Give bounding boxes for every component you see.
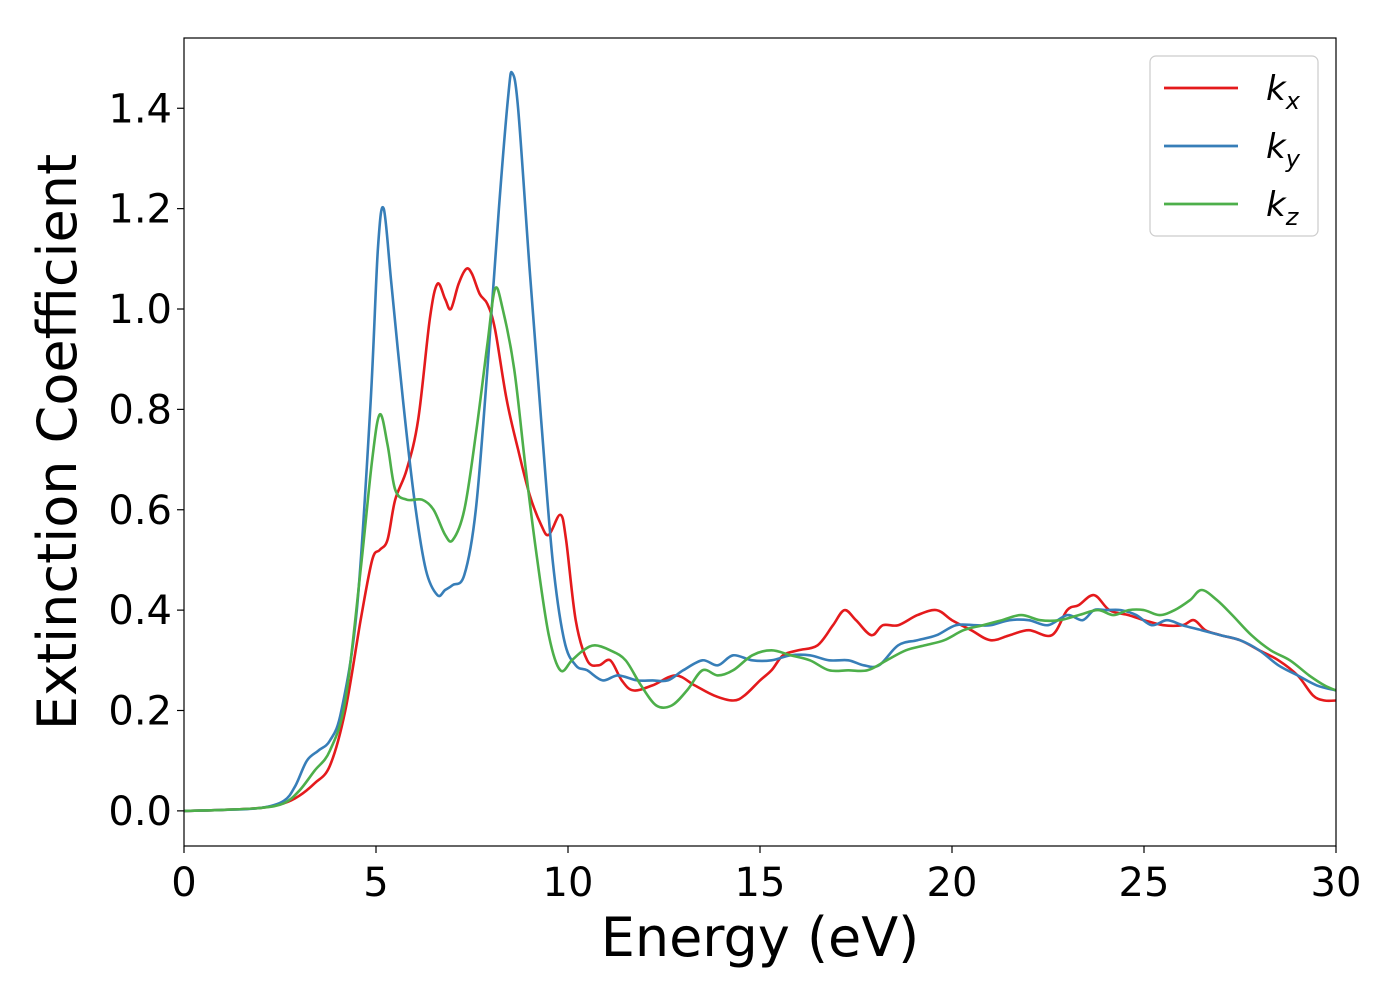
series-line-kz xyxy=(183,286,1337,813)
y-tick-label: 0.2 xyxy=(108,688,172,734)
x-tick-label: 0 xyxy=(171,860,196,906)
x-tick-label: 5 xyxy=(363,860,388,906)
x-tick-label: 25 xyxy=(1119,860,1170,906)
y-tick-label: 1.0 xyxy=(108,287,172,333)
y-axis-title: Extinction Coefficient xyxy=(26,154,89,730)
legend-label-subscript: y xyxy=(1285,145,1301,173)
y-tick-label: 0.4 xyxy=(108,588,172,634)
y-tick-label: 0.0 xyxy=(108,789,172,835)
legend-label-ky: ky xyxy=(1266,127,1301,173)
x-tick-label: 15 xyxy=(735,860,786,906)
legend-label-kx: kx xyxy=(1266,69,1301,115)
legend-label-base: k xyxy=(1266,69,1287,109)
plot-area xyxy=(184,38,1336,846)
x-tick-label: 30 xyxy=(1311,860,1362,906)
legend-label-base: k xyxy=(1266,185,1287,225)
legend-label-base: k xyxy=(1266,127,1287,167)
x-tick-label: 10 xyxy=(543,860,594,906)
legend-label-kz: kz xyxy=(1266,185,1300,231)
legend-label-subscript: z xyxy=(1285,203,1300,231)
y-tick-label: 1.4 xyxy=(108,86,172,132)
y-tick-label: 0.8 xyxy=(108,387,172,433)
y-axis-ticks: 0.0 0.2 0.4 0.6 0.8 1.0 1.2 1.4 xyxy=(108,86,184,835)
y-tick-label: 1.2 xyxy=(108,187,172,233)
legend-label-subscript: x xyxy=(1285,87,1301,115)
x-axis-ticks: 0 5 10 15 20 25 30 xyxy=(171,846,1361,906)
x-axis-title: Energy (eV) xyxy=(601,906,920,969)
series-layer xyxy=(183,70,1337,813)
x-tick-label: 20 xyxy=(927,860,978,906)
y-tick-label: 0.6 xyxy=(108,488,172,534)
